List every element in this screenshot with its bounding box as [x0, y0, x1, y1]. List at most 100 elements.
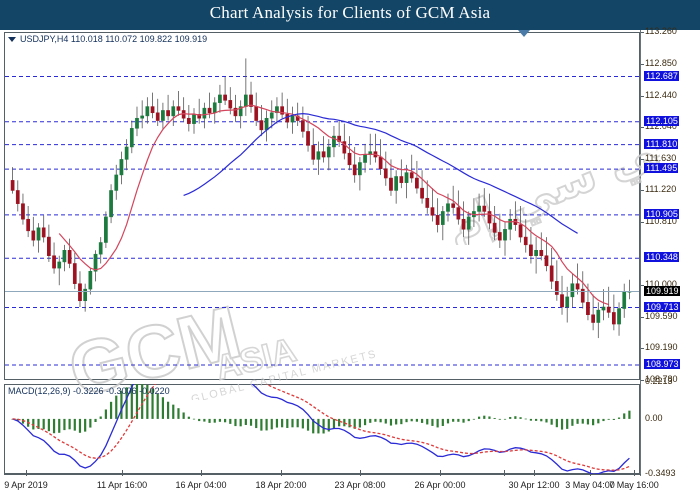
price-tick-mark	[641, 222, 644, 224]
macd-histogram-bar	[115, 395, 118, 419]
candle-body	[492, 222, 497, 233]
macd-histogram-bar	[555, 418, 558, 428]
candle-body	[212, 102, 217, 114]
time-tick-label: 9 Apr 2019	[4, 480, 48, 490]
macd-histogram-bar	[623, 413, 626, 419]
macd-chart-canvas	[11, 384, 631, 474]
candle-body	[316, 151, 321, 160]
candle-body	[461, 218, 466, 230]
candle-body	[601, 306, 606, 311]
macd-histogram-bar	[597, 418, 600, 424]
macd-histogram-bar	[607, 418, 610, 420]
macd-histogram-bar	[592, 418, 595, 426]
macd-histogram-bar	[374, 418, 377, 422]
macd-histogram-bar	[602, 418, 605, 422]
candle-body	[72, 263, 77, 284]
macd-histogram-bar	[192, 418, 196, 420]
macd-histogram-bar	[125, 387, 128, 419]
candle-body	[57, 261, 62, 269]
candle-body	[409, 172, 414, 179]
macd-histogram-bar	[369, 418, 372, 423]
macd-histogram-bar	[37, 418, 40, 429]
price-tick-label: 109.190	[645, 342, 678, 353]
macd-histogram-bar	[270, 418, 273, 430]
price-tick-mark	[641, 126, 644, 128]
candle-body	[202, 107, 207, 119]
macd-histogram-bar	[560, 418, 564, 430]
candle-body	[254, 106, 259, 121]
candle-body	[363, 154, 367, 163]
candle-body	[269, 112, 274, 119]
macd-histogram-bar	[540, 418, 543, 422]
macd-histogram-bar	[224, 418, 227, 423]
candle-body	[104, 216, 108, 243]
candle-body	[301, 120, 305, 132]
candle-body	[352, 164, 357, 176]
candle-body	[161, 110, 165, 121]
macd-histogram-bar	[509, 416, 512, 419]
macd-histogram-bar	[42, 418, 45, 430]
price-tick-label: 109.590	[645, 311, 678, 322]
macd-histogram-bar	[566, 418, 569, 429]
macd-histogram-bar	[332, 418, 336, 429]
price-marker-triangle-icon	[518, 30, 530, 37]
candle-body	[342, 141, 347, 154]
time-tick-mark	[281, 470, 282, 476]
time-tick-mark	[360, 470, 361, 476]
macd-histogram-bar	[353, 418, 356, 429]
candle-body	[321, 151, 326, 158]
candle-body	[326, 146, 331, 158]
macd-histogram-bar	[384, 418, 387, 424]
candle-body	[36, 227, 41, 241]
macd-histogram-bar	[343, 418, 346, 427]
chevron-down-icon[interactable]	[8, 37, 16, 43]
macd-line	[12, 384, 630, 474]
macd-histogram-bar	[172, 404, 175, 419]
level-price-label: 112.687	[644, 70, 679, 81]
level-price-label: 112.105	[644, 115, 679, 126]
candle-body	[21, 203, 25, 220]
macd-histogram-bar	[457, 418, 460, 422]
price-tick-mark	[641, 285, 644, 287]
candle-body	[570, 283, 575, 298]
title-bar: Chart Analysis for Clients of GCM Asia	[0, 0, 700, 30]
macd-histogram-bar	[89, 418, 92, 428]
candle-body	[534, 250, 538, 256]
macd-histogram-bar	[52, 418, 56, 434]
macd-histogram-bar	[571, 418, 574, 426]
candle-body	[114, 174, 119, 191]
macd-histogram-bar	[405, 418, 408, 423]
macd-histogram-bar	[477, 416, 481, 419]
time-axis-labels: 9 Apr 2019 11 Apr 16:00 16 Apr 04:00 18 Apr…	[0, 470, 700, 500]
candle-body	[394, 176, 399, 191]
candle-body	[67, 250, 72, 264]
macd-histogram-bar	[94, 418, 97, 422]
symbol-ohlc-text: USDJPY,H4 110.018 110.072 109.822 109.91…	[20, 34, 208, 44]
time-tick-mark	[534, 470, 535, 476]
time-tick-mark	[504, 470, 505, 476]
candle-body	[47, 236, 51, 256]
level-price-label: 110.905	[644, 208, 679, 219]
candle-body	[295, 115, 300, 121]
candle-body	[399, 176, 404, 183]
time-tick-label: 23 Apr 08:00	[334, 480, 386, 490]
candle-body	[539, 250, 544, 256]
macd-histogram-bar	[63, 418, 66, 431]
candle-body	[264, 117, 269, 131]
macd-histogram-bar	[68, 418, 71, 430]
macd-histogram-bar	[135, 384, 139, 419]
symbol-info-bar[interactable]: USDJPY,H4 110.018 110.072 109.822 109.91…	[8, 34, 207, 44]
candle-body	[580, 288, 585, 303]
candle-body	[404, 172, 409, 183]
macd-histogram-bar	[529, 418, 533, 421]
time-tick-mark	[122, 470, 123, 476]
candle-body	[383, 168, 388, 179]
macd-histogram-bar	[472, 418, 476, 420]
macd-histogram-bar	[78, 418, 82, 433]
macd-histogram-bar	[389, 418, 393, 426]
price-tick-label: 111.220	[645, 184, 677, 195]
candle-body	[415, 177, 419, 189]
candle-body	[62, 250, 67, 263]
macd-histogram-bar	[229, 418, 232, 424]
price-tick-mark	[641, 63, 644, 65]
